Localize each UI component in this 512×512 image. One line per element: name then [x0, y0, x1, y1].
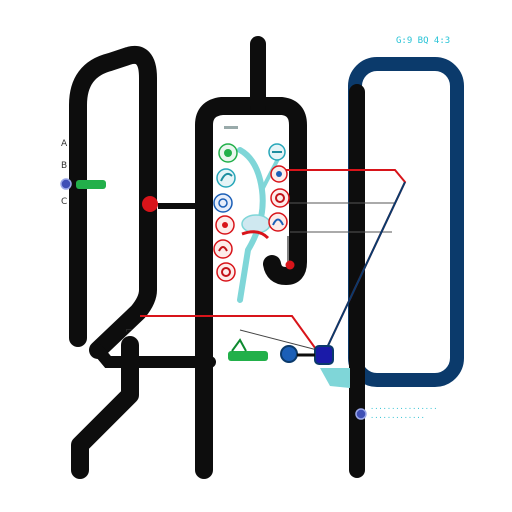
green-icon-bottom	[231, 338, 247, 352]
code-label: G:9 BQ 4:3	[396, 36, 450, 46]
red-hook	[241, 230, 270, 240]
rose-icon	[216, 262, 236, 282]
green-bar-left	[76, 180, 106, 189]
corner-mark: ⌐	[125, 326, 133, 336]
red-line-bottom	[140, 315, 319, 353]
cloud-node	[241, 214, 271, 234]
thin-line-c	[239, 329, 326, 353]
left-glyph-b: B	[61, 161, 67, 171]
globe-icon	[213, 193, 233, 213]
left-leg	[71, 336, 139, 479]
rose-icon	[270, 188, 290, 208]
teal-flow	[237, 147, 266, 303]
station-red-left	[142, 196, 158, 212]
station-navy-square	[314, 345, 334, 365]
left-connector	[92, 344, 216, 368]
green-bar-bottom	[228, 351, 268, 361]
legend-caption-2: ·············	[370, 414, 425, 422]
left-glyph-c: C	[61, 197, 67, 207]
central-pipe	[195, 97, 307, 479]
legend-caption-1: ················	[370, 405, 437, 413]
navy-link	[324, 181, 406, 353]
flower-icon	[215, 215, 235, 235]
station-red-center	[285, 260, 295, 270]
fish-icon	[268, 143, 286, 161]
bird-icon	[270, 165, 288, 183]
leaf-icon	[216, 168, 236, 188]
tree-icon	[218, 143, 238, 163]
station-blue	[280, 345, 298, 363]
apple-icon	[213, 239, 233, 259]
left-frame	[69, 46, 157, 359]
left-glyph-a: A	[61, 139, 68, 149]
right-frame	[348, 57, 464, 387]
teal-wedge	[320, 368, 350, 388]
legend-dot-right	[355, 408, 367, 420]
box-label-top	[224, 126, 238, 129]
legend-dot-left	[60, 178, 72, 190]
shell-icon	[268, 212, 288, 232]
